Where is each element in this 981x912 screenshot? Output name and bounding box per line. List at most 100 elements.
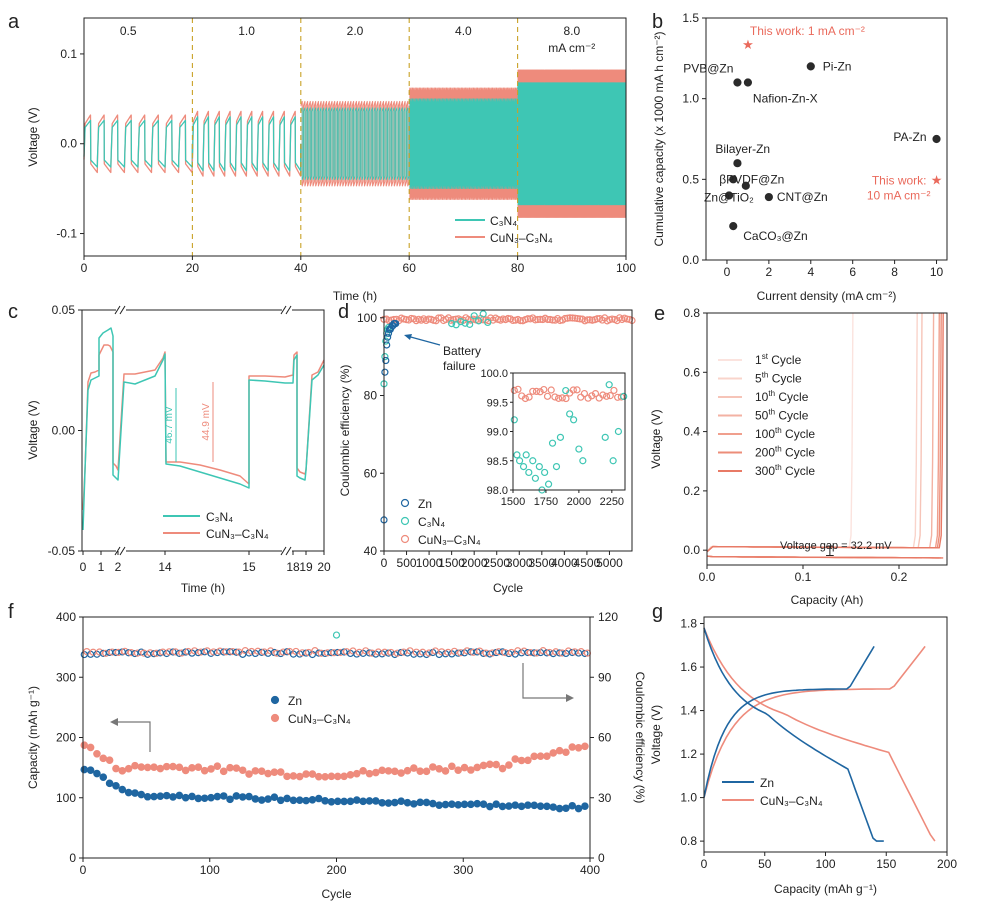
axis-arrow: [522, 663, 568, 699]
capacity-point-zn: [150, 792, 158, 801]
y-tick-label: 0.2: [683, 484, 700, 498]
capacity-point-zn: [410, 800, 418, 808]
capacity-point-cun3: [403, 766, 412, 775]
x-tick-label: 200: [937, 857, 957, 871]
inset-x-tick-label: 2000: [567, 496, 591, 508]
data-point-cun3: [531, 316, 539, 324]
capacity-point-zn: [175, 791, 184, 800]
data-point-c3n4: [470, 312, 478, 320]
axis-break: [280, 546, 287, 556]
cycle-number: 100: [755, 427, 775, 441]
capacity-point-zn: [302, 796, 310, 805]
inset-point-c3n4: [570, 416, 578, 424]
data-point-cun3: [536, 315, 544, 323]
y-axis-title: Voltage (V): [649, 705, 663, 764]
capacity-point-cun3: [536, 752, 545, 761]
x-tick-label: 0: [724, 265, 731, 279]
y-tick-label: -0.1: [56, 227, 77, 241]
x-tick-label: 2000: [461, 556, 488, 570]
inset-point-cun3: [588, 392, 596, 400]
capacity-point-zn: [574, 804, 583, 813]
axis-break: [285, 546, 292, 556]
point-label: CNT@Zn: [777, 190, 828, 204]
capacity-point-zn: [340, 797, 348, 806]
series-c3n4: [82, 327, 325, 531]
cycle-word: Cycle: [782, 446, 816, 460]
inset-point-c3n4: [541, 468, 549, 477]
ce-point-cun3: [178, 649, 186, 657]
point-label: CaCO₃@Zn: [743, 229, 807, 243]
capacity-point-cun3: [93, 749, 101, 758]
data-point: [806, 62, 815, 71]
star-marker: ★: [931, 172, 943, 187]
inset-point-c3n4: [620, 392, 628, 400]
x-tick-label: 10: [930, 265, 944, 279]
legend-label: 50th Cycle: [755, 408, 809, 423]
cycle-word: Cycle: [768, 353, 802, 367]
this-work-label: This work:: [872, 173, 927, 187]
cycle-number: 200: [755, 446, 775, 460]
x-tick-label: 150: [876, 857, 896, 871]
series-teal-seg1: [191, 116, 302, 172]
segment-label: 2.0: [347, 24, 364, 38]
x-tick-label: 60: [403, 261, 417, 275]
cycle-ordinal: th: [762, 371, 769, 380]
x-tick-label: 5000: [596, 556, 623, 570]
y-tick-label: 400: [56, 610, 76, 624]
ce-point-cun3: [362, 647, 370, 655]
capacity-point-cun3: [422, 767, 431, 776]
y-tick-label: 80: [364, 389, 378, 403]
capacity-point-cun3: [264, 769, 272, 778]
y-tick-label: 60: [364, 466, 378, 480]
y-tick-label: 100: [357, 311, 377, 325]
y-tick-label: 1.2: [680, 747, 697, 761]
capacity-point-cun3: [492, 760, 501, 769]
inset-point-c3n4: [531, 474, 540, 482]
legend-marker: [400, 534, 410, 544]
inset-point-cun3: [591, 389, 600, 398]
capacity-point-zn: [314, 794, 323, 803]
ce-point-cun3: [355, 648, 363, 656]
y-tick-label: 1.8: [680, 617, 697, 631]
capacity-point-cun3: [486, 760, 494, 769]
capacity-point-cun3: [124, 764, 133, 773]
legend-label: Zn: [418, 497, 432, 511]
ce-point-zn: [283, 648, 291, 656]
capacity-point-cun3: [232, 764, 241, 772]
arrow-head: [110, 718, 118, 726]
data-point-cun3: [561, 314, 569, 323]
cycle-ordinal: th: [768, 389, 775, 398]
y-tick-label: 0.0: [682, 253, 699, 267]
y-tick-label: 0.8: [683, 306, 700, 320]
x-tick-label: 6: [849, 265, 856, 279]
cycle-word: Cycle: [782, 464, 816, 478]
capacity-point-cun3: [460, 763, 469, 772]
x-tick-label: 200: [326, 863, 346, 877]
inset-point-c3n4: [544, 480, 553, 488]
x-tick-label: 80: [511, 261, 525, 275]
capacity-point-zn: [327, 797, 336, 806]
capacity-point-cun3: [131, 761, 139, 770]
cycle-ordinal: th: [775, 445, 782, 454]
y-tick-label: 200: [56, 731, 76, 745]
data-point: [733, 78, 742, 87]
legend-marker: [270, 695, 280, 705]
legend-marker: [400, 516, 410, 526]
capacity-point-cun3: [150, 763, 158, 771]
capacity-point-cun3: [473, 763, 481, 772]
x-axis-title: Current density (mA cm⁻²): [757, 289, 897, 303]
inset-point-cun3: [521, 394, 529, 403]
x-tick-label: 15: [242, 560, 256, 574]
panel-label-f: f: [8, 601, 14, 623]
series-teal-seg4: [517, 82, 627, 206]
y-tick-label: 0.00: [52, 424, 76, 438]
y-tick-label: 0.0: [683, 543, 700, 557]
x-tick-label: 2500: [483, 556, 510, 570]
capacity-point-cun3: [378, 766, 386, 775]
legend-label: CuN₃–C₃N₄: [288, 712, 351, 726]
data-point-cun3: [425, 315, 433, 323]
panel-a: a 0 20 40 60 80 100 -0.1 0.0 0.1 Time (h) Voltage (…: [8, 11, 636, 303]
cycle-word: Cycle: [768, 372, 802, 386]
ce-point-cun3: [577, 648, 585, 656]
